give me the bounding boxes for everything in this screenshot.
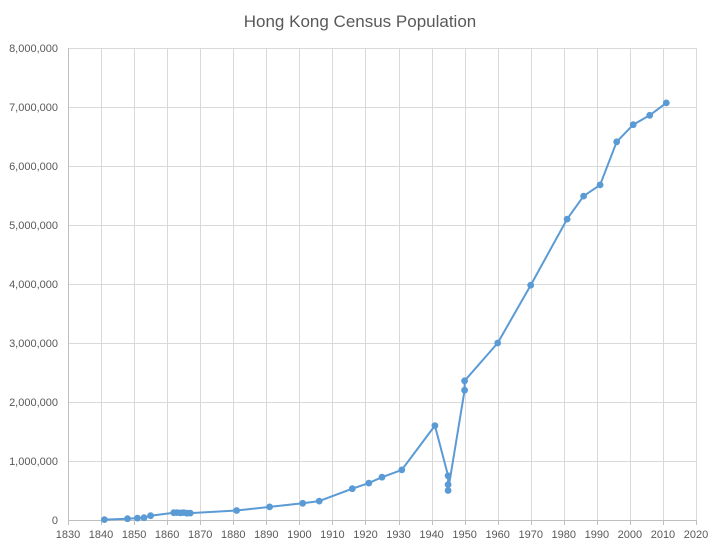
x-tick-label: 1860 xyxy=(155,529,179,541)
data-point xyxy=(348,485,356,493)
x-tick-label: 1870 xyxy=(188,529,212,541)
chart-title: Hong Kong Census Population xyxy=(244,12,477,31)
data-point xyxy=(494,339,502,347)
series-layer xyxy=(101,99,670,523)
grid-layer xyxy=(68,48,697,520)
x-tick-label: 2010 xyxy=(651,529,675,541)
x-tick-labels: 1830 1840 1850 1860 1870 1880 1890 1900 1910 1920… xyxy=(56,529,708,541)
data-point xyxy=(563,215,571,223)
y-tick-label: 8,000,000 xyxy=(9,43,58,55)
data-point xyxy=(527,281,535,289)
x-tick-label: 1980 xyxy=(552,529,576,541)
data-point xyxy=(186,509,194,517)
data-point xyxy=(299,499,307,507)
series-line xyxy=(104,102,667,521)
data-point xyxy=(444,487,452,494)
x-tick-label: 1950 xyxy=(452,529,476,541)
data-point xyxy=(596,181,604,189)
data-point xyxy=(444,481,452,488)
x-tick-label: 1850 xyxy=(122,529,146,541)
data-point xyxy=(134,514,141,522)
data-point xyxy=(646,111,654,119)
x-tick-label: 1990 xyxy=(585,529,609,541)
data-point xyxy=(378,473,386,481)
y-tick-label: 2,000,000 xyxy=(9,397,58,409)
y-tick-label: 5,000,000 xyxy=(9,220,58,232)
y-tick-labels: 0 1,000,000 2,000,000 3,000,000 4,000,000 5,0… xyxy=(9,43,58,527)
x-tick-label: 1970 xyxy=(518,529,542,541)
x-tick-label: 1890 xyxy=(254,529,278,541)
y-tick-label: 1,000,000 xyxy=(9,456,58,468)
y-tick-label: 7,000,000 xyxy=(9,102,58,114)
data-point xyxy=(580,192,587,200)
x-tick-label: 1930 xyxy=(386,529,410,541)
data-point xyxy=(398,466,406,474)
data-point xyxy=(431,422,439,429)
data-point xyxy=(629,121,637,129)
data-point xyxy=(662,99,670,107)
data-point xyxy=(147,512,155,520)
data-point xyxy=(444,472,452,480)
data-point xyxy=(461,377,468,385)
data-point xyxy=(461,386,468,394)
data-point xyxy=(140,514,148,522)
data-point xyxy=(266,503,273,511)
x-tick-label: 1960 xyxy=(485,529,509,541)
x-tick-label: 2020 xyxy=(684,529,708,541)
x-tick-label: 1840 xyxy=(89,529,113,541)
data-point xyxy=(613,138,621,146)
y-tick-label: 4,000,000 xyxy=(9,279,58,291)
data-point xyxy=(233,507,241,514)
data-point xyxy=(315,497,323,505)
x-tick-label: 1900 xyxy=(287,529,311,541)
x-tick-label: 2000 xyxy=(618,529,642,541)
y-tick-label: 0 xyxy=(52,515,58,527)
x-tick-label: 1830 xyxy=(56,529,80,541)
axis-layer xyxy=(68,48,697,525)
y-tick-label: 3,000,000 xyxy=(9,338,58,350)
x-tick-label: 1910 xyxy=(320,529,344,541)
data-point xyxy=(101,516,108,523)
data-point xyxy=(365,479,373,487)
data-point xyxy=(124,515,131,523)
y-tick-label: 6,000,000 xyxy=(9,161,58,173)
x-tick-label: 1920 xyxy=(353,529,377,541)
x-tick-label: 1880 xyxy=(221,529,245,541)
x-tick-label: 1940 xyxy=(419,529,443,541)
